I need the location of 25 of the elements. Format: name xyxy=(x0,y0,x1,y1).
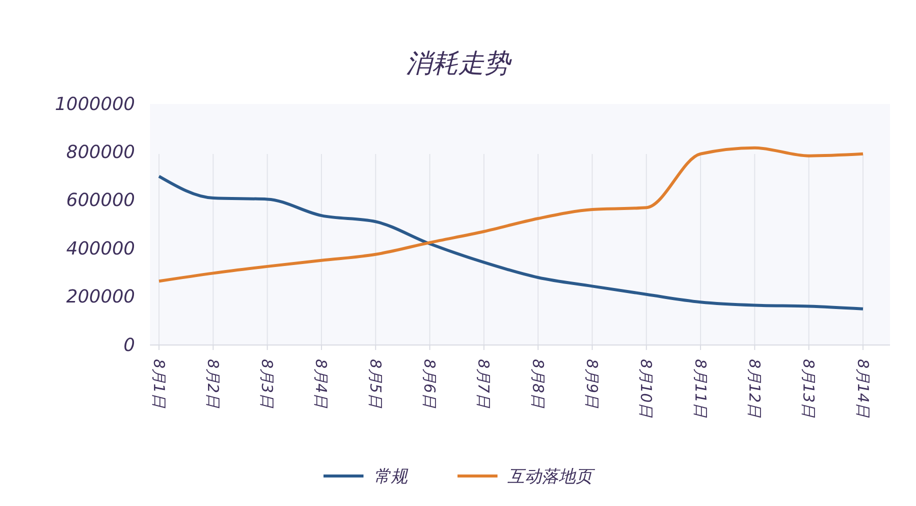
line-series xyxy=(158,146,864,283)
x-tick-label: 8月12日 xyxy=(745,359,764,419)
y-tick-label: 800000 xyxy=(66,142,135,163)
x-tick-label: 8月9日 xyxy=(582,359,601,410)
y-tick-label: 200000 xyxy=(66,286,135,308)
y-tick-label: 400000 xyxy=(66,238,135,260)
x-tick-label: 8月11日 xyxy=(691,359,710,419)
x-tick-label: 8月13日 xyxy=(800,359,818,419)
chart-title: 消耗走势 xyxy=(406,49,512,79)
x-tick-label: 8月7日 xyxy=(474,359,493,410)
x-tick-label: 8月14日 xyxy=(854,359,872,419)
y-tick-label: 600000 xyxy=(66,190,135,212)
x-tick-label: 8月5日 xyxy=(366,359,384,410)
line-series xyxy=(158,174,864,310)
x-tick-label: 8月6日 xyxy=(420,359,439,410)
legend-label: 互动落地页 xyxy=(508,466,596,487)
y-tick-label: 1000000 xyxy=(54,94,135,115)
legend-label: 常规 xyxy=(374,466,408,487)
x-tick-label: 8月2日 xyxy=(204,359,222,410)
x-tick-label: 8月3日 xyxy=(258,359,276,410)
x-tick-label: 8月8日 xyxy=(528,359,547,410)
x-tick-label: 8月10日 xyxy=(637,359,656,419)
x-tick-label: 8月4日 xyxy=(312,359,330,410)
x-tick-label: 8月1日 xyxy=(150,359,168,410)
y-tick-label: 0 xyxy=(124,334,135,356)
